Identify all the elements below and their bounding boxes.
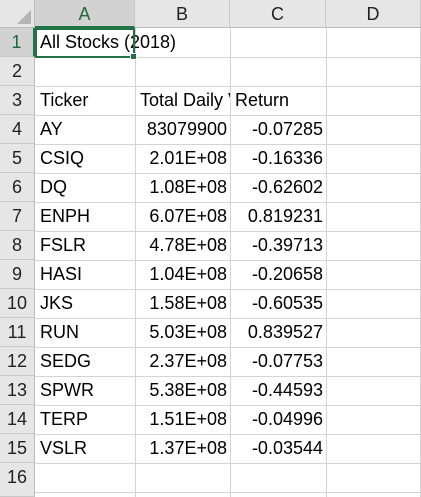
active-cell-selection[interactable] — [35, 28, 137, 60]
cell-ticker[interactable]: RUN — [40, 322, 79, 342]
column-header-c[interactable]: C — [230, 0, 326, 28]
gridline — [35, 347, 421, 348]
cell-return[interactable]: 0.839527 — [247, 322, 323, 342]
cell-volume[interactable]: 1.08E+08 — [149, 177, 227, 197]
cell-return[interactable]: -0.03544 — [251, 438, 323, 458]
gridline — [35, 376, 421, 377]
cell-volume[interactable]: 6.07E+08 — [149, 206, 227, 226]
gridline — [35, 202, 421, 203]
cell-return[interactable]: -0.16336 — [251, 148, 323, 168]
cell-ticker[interactable]: VSLR — [40, 438, 88, 458]
cell-ticker[interactable]: HASI — [40, 264, 83, 284]
row-header-13[interactable]: 13 — [0, 376, 35, 405]
row-header-2[interactable]: 2 — [0, 57, 35, 86]
cell-ticker[interactable]: TERP — [40, 409, 89, 429]
column-header-a[interactable]: A — [35, 0, 135, 28]
column-header-b[interactable]: B — [135, 0, 230, 28]
cell-volume[interactable]: 2.01E+08 — [149, 148, 227, 168]
column-header-d[interactable]: D — [326, 0, 421, 28]
cell-b3-volume-header[interactable]: Total Daily Volume — [140, 90, 230, 110]
cell-ticker[interactable]: SPWR — [40, 380, 94, 400]
row-header-14[interactable]: 14 — [0, 405, 35, 434]
gridline — [35, 86, 421, 87]
row-header-10[interactable]: 10 — [0, 289, 35, 318]
row-header-5[interactable]: 5 — [0, 144, 35, 173]
gridline — [35, 492, 421, 493]
row-header-11[interactable]: 11 — [0, 318, 35, 347]
gridline — [35, 57, 421, 58]
cell-volume[interactable]: 1.37E+08 — [149, 438, 227, 458]
cell-return[interactable]: -0.62602 — [251, 177, 323, 197]
cell-volume[interactable]: 83079900 — [146, 119, 227, 139]
row-header-6[interactable]: 6 — [0, 173, 35, 202]
gridline — [230, 28, 231, 497]
cell-return[interactable]: 0.819231 — [247, 206, 323, 226]
row-header-16[interactable]: 16 — [0, 463, 35, 497]
row-header-8[interactable]: 8 — [0, 231, 35, 260]
row-header-7[interactable]: 7 — [0, 202, 35, 231]
cell-ticker[interactable]: SEDG — [40, 351, 92, 371]
cell-ticker[interactable]: ENPH — [40, 206, 91, 226]
cell-volume[interactable]: 1.51E+08 — [149, 409, 227, 429]
row-header-3[interactable]: 3 — [0, 86, 35, 115]
cell-ticker[interactable]: AY — [40, 119, 63, 139]
gridline — [35, 434, 421, 435]
gridline — [35, 318, 421, 319]
gridline — [35, 260, 421, 261]
gridline — [35, 231, 421, 232]
row-header-12[interactable]: 12 — [0, 347, 35, 376]
row-header-1[interactable]: 1 — [0, 28, 35, 57]
row-header-15[interactable]: 15 — [0, 434, 35, 463]
cell-return[interactable]: -0.07753 — [251, 351, 323, 371]
select-all-triangle-icon — [17, 10, 31, 24]
fill-handle[interactable] — [130, 53, 137, 60]
cell-volume[interactable]: 5.03E+08 — [149, 322, 227, 342]
cell-volume[interactable]: 5.38E+08 — [149, 380, 227, 400]
select-all-corner[interactable] — [0, 0, 35, 28]
cell-c3-return-header[interactable]: Return — [235, 90, 290, 110]
gridline — [35, 405, 421, 406]
gridline — [35, 289, 421, 290]
cell-a1-title[interactable]: All Stocks (2018) — [40, 32, 177, 52]
cell-volume[interactable]: 1.58E+08 — [149, 293, 227, 313]
cell-volume[interactable]: 2.37E+08 — [149, 351, 227, 371]
gridline — [35, 173, 421, 174]
cell-return[interactable]: -0.44593 — [251, 380, 323, 400]
cell-a3-ticker-header[interactable]: Ticker — [40, 90, 89, 110]
cell-return[interactable]: -0.60535 — [251, 293, 323, 313]
cell-volume[interactable]: 4.78E+08 — [149, 235, 227, 255]
cell-ticker[interactable]: DQ — [40, 177, 67, 197]
cell-return[interactable]: -0.07285 — [251, 119, 323, 139]
cell-ticker[interactable]: JKS — [40, 293, 74, 313]
gridline — [326, 28, 327, 497]
gridline — [35, 463, 421, 464]
cell-return[interactable]: -0.39713 — [251, 235, 323, 255]
cell-ticker[interactable]: FSLR — [40, 235, 87, 255]
cell-volume[interactable]: 1.04E+08 — [149, 264, 227, 284]
gridline — [35, 115, 421, 116]
row-header-4[interactable]: 4 — [0, 115, 35, 144]
gridline — [35, 144, 421, 145]
cell-return[interactable]: -0.04996 — [251, 409, 323, 429]
row-header-9[interactable]: 9 — [0, 260, 35, 289]
cell-ticker[interactable]: CSIQ — [40, 148, 85, 168]
gridline — [135, 28, 136, 497]
cell-return[interactable]: -0.20658 — [251, 264, 323, 284]
